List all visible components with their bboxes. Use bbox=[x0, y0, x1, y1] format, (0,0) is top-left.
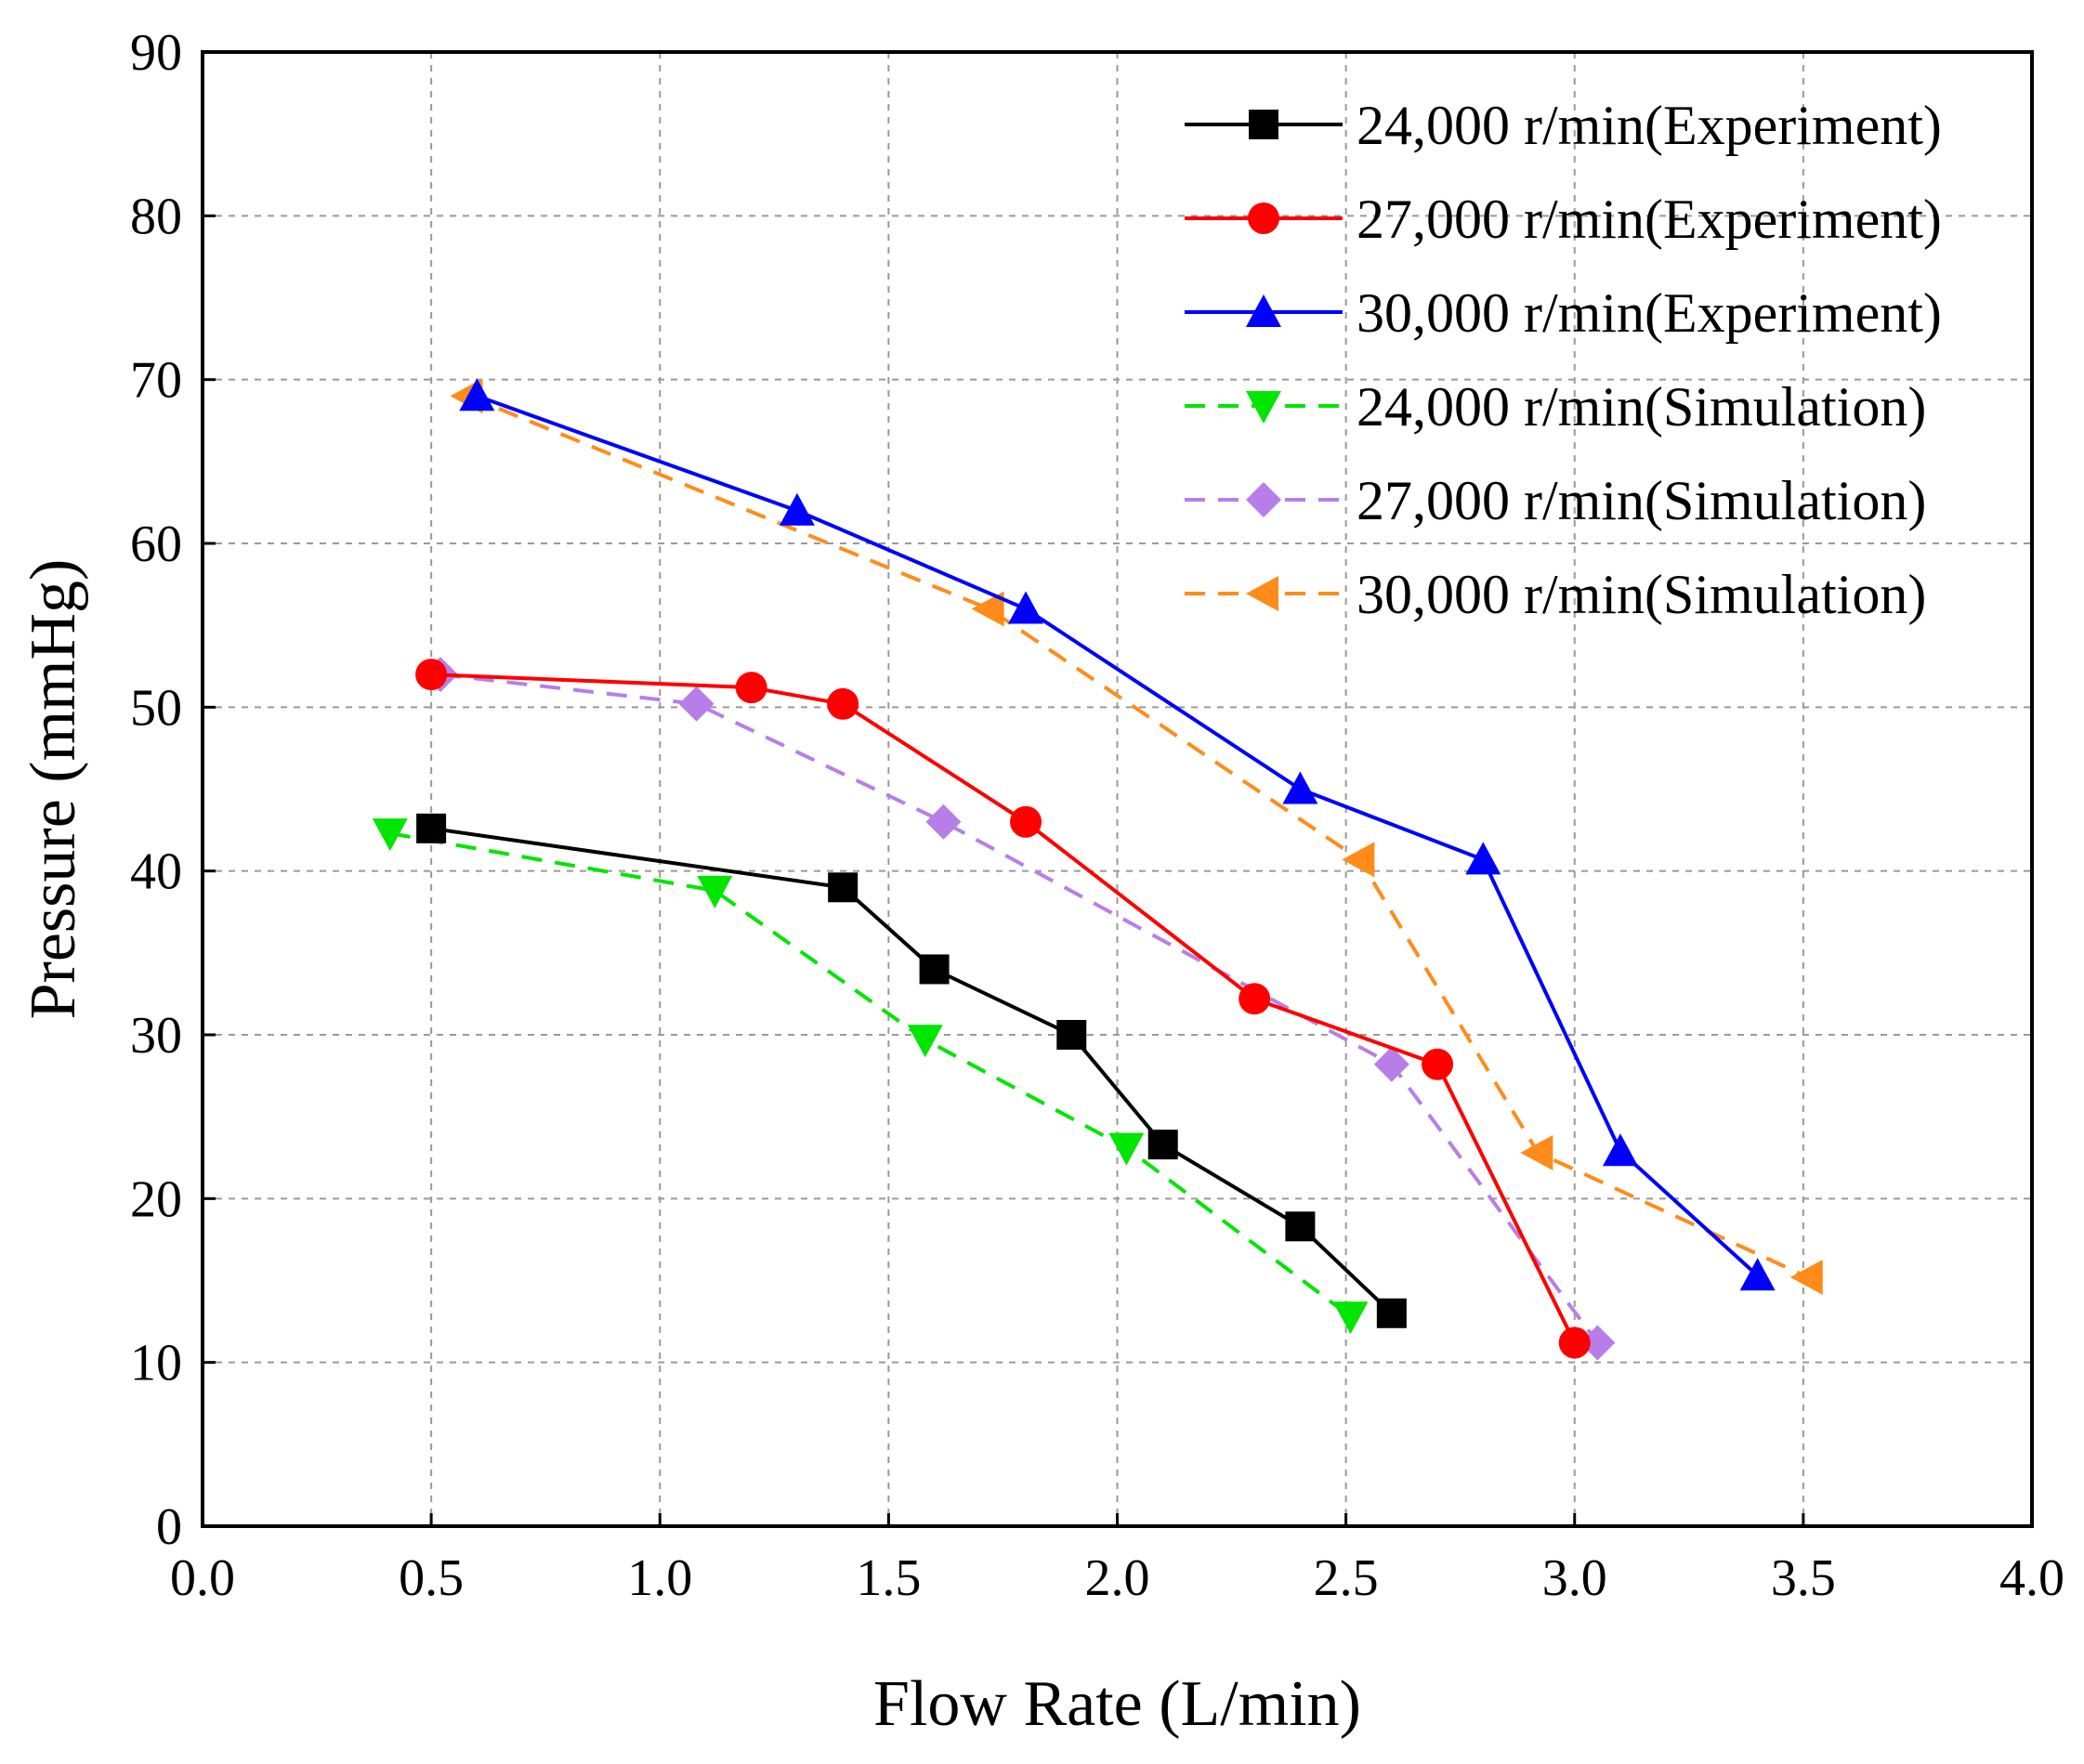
data-point bbox=[1376, 1298, 1407, 1328]
legend-marker bbox=[1246, 576, 1278, 611]
legend-marker bbox=[1246, 391, 1281, 424]
x-tick-label: 0.0 bbox=[170, 1549, 235, 1607]
x-tick-label: 2.0 bbox=[1085, 1549, 1150, 1607]
legend-marker bbox=[1246, 482, 1281, 517]
data-point bbox=[1520, 1134, 1553, 1170]
series-1 bbox=[416, 813, 1407, 1328]
data-point bbox=[1373, 1046, 1409, 1082]
y-tick-label: 60 bbox=[130, 516, 182, 573]
series-line bbox=[431, 673, 1577, 1344]
series-3 bbox=[459, 378, 1776, 1291]
data-point bbox=[1739, 1258, 1776, 1291]
data-point bbox=[925, 804, 962, 840]
data-point bbox=[1056, 1020, 1087, 1050]
legend-label: 27,000 r/min(Experiment) bbox=[1357, 189, 1942, 250]
data-point bbox=[1147, 1130, 1178, 1160]
data-point bbox=[1342, 842, 1375, 878]
x-tick-label: 1.5 bbox=[856, 1549, 921, 1607]
data-point bbox=[1465, 842, 1501, 875]
legend-item: 30,000 r/min(Simulation) bbox=[1185, 564, 1926, 625]
legend-marker bbox=[1248, 203, 1279, 234]
data-point bbox=[1558, 1326, 1591, 1359]
data-point bbox=[828, 872, 859, 903]
y-tick-label: 40 bbox=[130, 843, 182, 901]
x-axis-title: Flow Rate (L/min) bbox=[873, 1668, 1361, 1740]
y-tick-label: 70 bbox=[130, 352, 182, 410]
data-point bbox=[907, 1025, 943, 1058]
y-tick-label: 50 bbox=[130, 679, 182, 737]
x-tick-label: 3.0 bbox=[1542, 1549, 1607, 1607]
data-point bbox=[1282, 771, 1318, 804]
series-line bbox=[389, 831, 1352, 1318]
y-tick-label: 80 bbox=[130, 188, 182, 245]
x-tick-label: 3.5 bbox=[1771, 1549, 1836, 1607]
data-point bbox=[971, 591, 1004, 627]
legend-marker bbox=[1249, 110, 1278, 139]
axis-ticks: 0.0 0.5 1.0 1.5 2.0 2.5 3.0 3.5 4.0 0 10 20 30 40 50 60… bbox=[130, 24, 2064, 1607]
data-point bbox=[1422, 1048, 1454, 1080]
data-point bbox=[735, 672, 767, 704]
legend-label: 30,000 r/min(Simulation) bbox=[1357, 564, 1926, 625]
data-point bbox=[416, 813, 447, 843]
data-point bbox=[1285, 1211, 1316, 1242]
data-point bbox=[372, 818, 408, 852]
legend-item: 30,000 r/min(Experiment) bbox=[1185, 282, 1942, 344]
x-tick-label: 4.0 bbox=[1999, 1549, 2064, 1607]
series-line bbox=[430, 826, 1394, 1315]
series-2 bbox=[415, 659, 1591, 1359]
x-tick-label: 2.5 bbox=[1314, 1549, 1379, 1607]
legend-label: 30,000 r/min(Experiment) bbox=[1357, 282, 1942, 344]
y-tick-label: 90 bbox=[130, 24, 182, 82]
y-tick-label: 0 bbox=[156, 1498, 182, 1556]
data-point bbox=[415, 659, 448, 691]
data-point bbox=[1602, 1133, 1638, 1167]
legend: 24,000 r/min(Experiment) 27,000 r/min(Exp… bbox=[1185, 95, 1942, 625]
data-point bbox=[459, 378, 495, 412]
legend-item: 27,000 r/min(Simulation) bbox=[1185, 470, 1926, 531]
legend-marker bbox=[1246, 294, 1281, 327]
y-tick-label: 30 bbox=[130, 1007, 182, 1065]
legend-item: 24,000 r/min(Simulation) bbox=[1185, 376, 1926, 438]
data-point bbox=[1108, 1132, 1145, 1166]
x-tick-label: 1.0 bbox=[627, 1549, 692, 1607]
grid bbox=[203, 52, 2032, 1526]
data-point bbox=[1579, 1325, 1616, 1361]
data-point bbox=[1239, 983, 1271, 1015]
data-point bbox=[1332, 1301, 1369, 1335]
data-point bbox=[779, 492, 815, 526]
data-point bbox=[1010, 805, 1042, 838]
legend-label: 27,000 r/min(Simulation) bbox=[1357, 470, 1926, 531]
legend-label: 24,000 r/min(Experiment) bbox=[1357, 95, 1942, 156]
data-point bbox=[1789, 1259, 1823, 1295]
legend-label: 24,000 r/min(Simulation) bbox=[1357, 376, 1926, 438]
data-point bbox=[697, 875, 733, 908]
x-tick-label: 0.5 bbox=[399, 1549, 464, 1607]
data-point bbox=[919, 954, 950, 985]
y-tick-label: 20 bbox=[130, 1170, 182, 1228]
data-point bbox=[827, 687, 859, 720]
y-tick-label: 10 bbox=[130, 1335, 182, 1392]
plot-area bbox=[372, 378, 1823, 1361]
series-line bbox=[439, 673, 1599, 1344]
y-axis-title: Pressure (mmHg) bbox=[18, 559, 89, 1020]
legend-item: 24,000 r/min(Experiment) bbox=[1185, 95, 1942, 156]
legend-item: 27,000 r/min(Experiment) bbox=[1185, 189, 1942, 250]
data-point bbox=[1008, 591, 1044, 624]
series-4 bbox=[372, 818, 1369, 1335]
data-point bbox=[678, 686, 714, 722]
